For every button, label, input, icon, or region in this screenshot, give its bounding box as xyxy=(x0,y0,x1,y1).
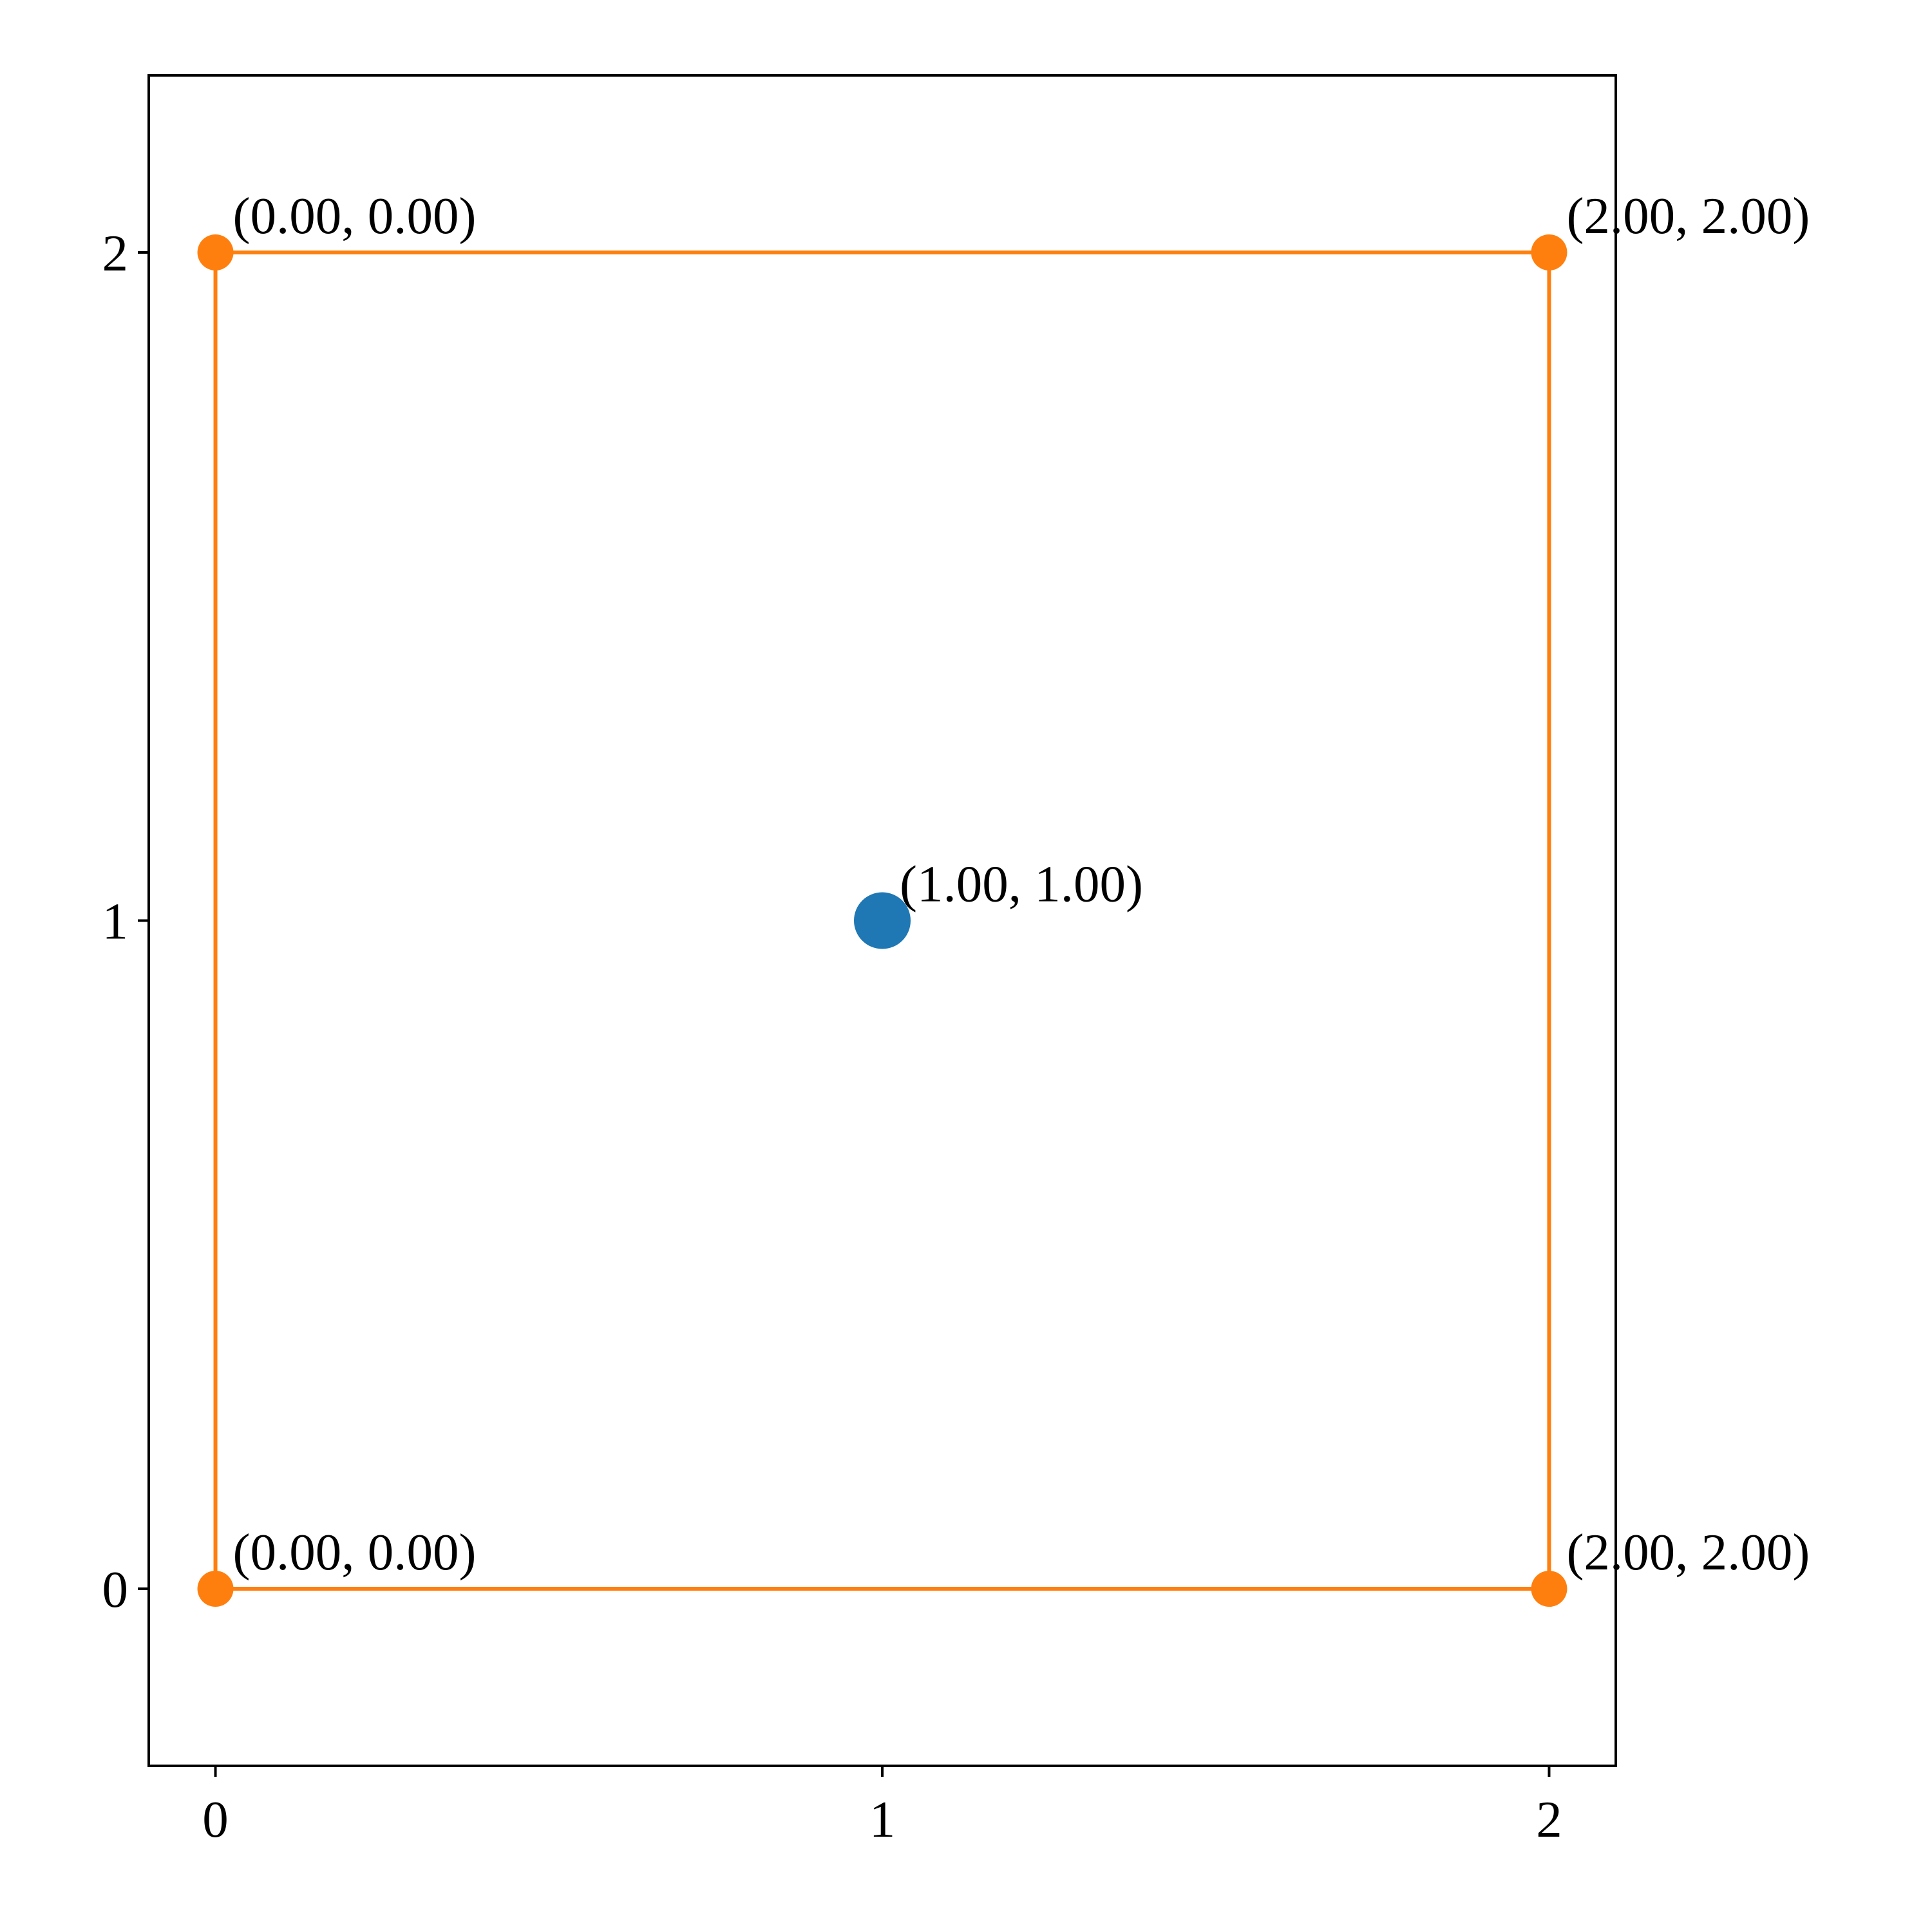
x-tick-label: 2 xyxy=(1536,1790,1562,1848)
plot-area: (1.00, 1.00) (0.00, 0.00) (2.00, 2.00) (2.0… xyxy=(197,187,1810,1607)
y-tick-label: 2 xyxy=(102,224,129,282)
axes: 0 1 2 0 1 2 xyxy=(102,224,1562,1848)
x-tick-label: 0 xyxy=(202,1790,229,1848)
point-annotation: (2.00, 2.00) xyxy=(1566,187,1810,245)
vertex-marker xyxy=(1531,1571,1567,1607)
point-annotation: (0.00, 0.00) xyxy=(233,187,477,245)
point-annotation: (1.00, 1.00) xyxy=(900,855,1143,913)
y-tick-label: 1 xyxy=(102,893,129,951)
y-tick-label: 0 xyxy=(102,1560,129,1618)
vertex-marker xyxy=(1531,234,1567,270)
vertex-marker xyxy=(197,1571,234,1607)
x-tick-label: 1 xyxy=(869,1790,896,1848)
point-annotation: (2.00, 2.00) xyxy=(1566,1523,1810,1581)
point-annotation: (0.00, 0.00) xyxy=(233,1523,477,1581)
center-point-marker xyxy=(854,892,911,949)
vertex-marker xyxy=(197,234,234,270)
